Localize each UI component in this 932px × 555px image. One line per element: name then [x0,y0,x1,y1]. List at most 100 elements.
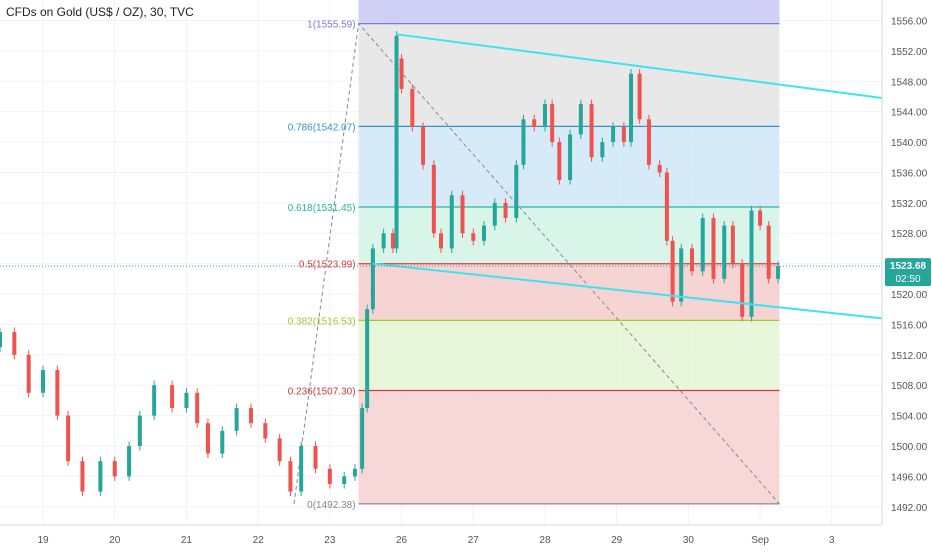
price-tick-label: 1512.00 [891,351,928,362]
price-tick-label: 1544.00 [891,108,928,119]
candle-body [342,476,347,484]
candle-body [492,202,497,226]
candle-body [600,142,605,158]
candle-body [421,126,426,165]
fib-dashed-guide [293,22,780,505]
time-tick-label: 22 [253,535,265,546]
fib-level-label-0-786: 0.786(1542.07) [288,122,356,133]
candle-body [370,248,375,310]
candle-body [568,134,573,181]
candle-body [589,104,594,158]
price-tick-label: 1516.00 [891,320,928,331]
time-tick-label: 20 [109,535,121,546]
time-tick-label: 30 [683,535,695,546]
time-tick-label: Sep [751,535,769,546]
chart-title: CFDs on Gold (US$ / OZ), 30, TVC [6,5,194,19]
time-tick-label: 29 [611,535,623,546]
candle-body [381,233,386,249]
fib-level-label-0: 0(1492.38) [307,500,355,511]
price-tick-label: 1536.00 [891,168,928,179]
candle-body [313,445,318,469]
candle-body [220,430,225,454]
candle-body [80,461,85,492]
candle-body [205,423,210,454]
time-tick-label: 23 [324,535,336,546]
candle-body [449,195,454,249]
candle-body [700,218,705,272]
candle-body [578,104,583,135]
candle-body [664,172,669,241]
candle-body [26,354,31,393]
fib-band-0-5 [358,207,780,264]
candle-body [263,423,268,439]
candle-body [248,407,253,424]
candle-body [637,73,642,120]
candle-body [460,195,465,234]
candle-body [152,385,157,416]
fib-band-0-236 [358,320,780,391]
trend-channel-upper [395,33,883,100]
price-tick-label: 1556.00 [891,17,928,28]
candle-body [657,164,662,173]
candle-body [532,119,537,127]
fib-level-label-1: 1(1555.59) [307,20,355,31]
price-tick-label: 1548.00 [891,77,928,88]
fib-level-label-0-5: 0.5(1523.99) [299,260,356,271]
candle-body [439,233,443,249]
candle-body [689,248,694,272]
price-tick-label: 1540.00 [891,138,928,149]
candle-body [646,119,651,165]
candle-body [514,164,519,219]
time-tick-label: 27 [468,535,480,546]
fib-band-0-382 [358,263,780,321]
candle-body [722,225,727,279]
candle-body [431,164,436,234]
candle-body [521,119,526,165]
candle-body [679,248,684,302]
fib-level-label-0-236: 0.236(1507.30) [288,387,356,398]
trend-channel-lower [372,262,883,320]
candle-body [288,461,293,492]
candle-body [352,468,357,477]
candle-body [360,407,365,469]
price-tick-label: 1508.00 [891,381,928,392]
candle-body [137,415,142,446]
time-tick-label: 26 [396,535,408,546]
candle-body [277,438,282,462]
price-tick-label: 1528.00 [891,229,928,240]
time-tick-label: 3 [829,535,835,546]
candle-body [730,225,735,264]
candle-body [170,385,175,408]
candle-body [66,415,71,462]
candle-body [365,309,370,408]
price-tick-label: 1500.00 [891,442,928,453]
candle-body [299,445,304,492]
fib-level-label-0-382: 0.382(1516.53) [288,316,356,327]
candle-body [482,225,487,241]
candle-body [390,233,395,249]
candle-body [611,126,616,143]
time-tick-label: 28 [539,535,551,546]
candle-body [12,332,17,355]
candle-body [234,407,239,431]
candle-body [740,263,745,317]
price-tick-label: 1520.00 [891,290,928,301]
candle-body [98,461,103,492]
time-tick-label: 21 [181,535,193,546]
candles-group [0,31,781,497]
price-tick-label: 1532.00 [891,199,928,210]
candle-body [670,240,675,302]
fib-band-0-786 [358,23,780,127]
candle-body [776,266,781,279]
candle-body [557,142,562,181]
candle-body [629,73,634,143]
candle-body [55,370,60,416]
candle-body [327,468,332,484]
candle-body [758,210,763,226]
fib-band-top [358,0,780,24]
fib-level-label-0-618: 0.618(1531.45) [288,203,356,214]
candle-body [621,126,626,143]
candle-body [550,104,555,143]
